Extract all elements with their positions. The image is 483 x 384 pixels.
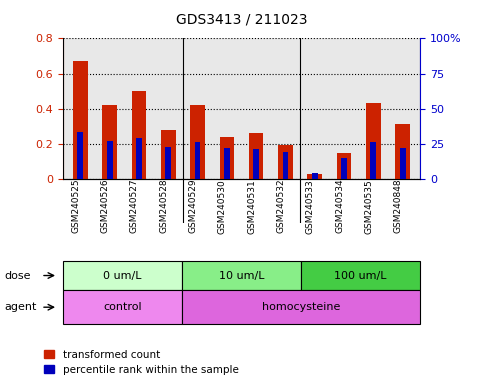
Text: GSM240535: GSM240535	[364, 179, 373, 233]
Legend: transformed count, percentile rank within the sample: transformed count, percentile rank withi…	[44, 350, 239, 375]
Text: agent: agent	[5, 302, 37, 312]
Bar	[366, 103, 381, 179]
Text: dose: dose	[5, 270, 31, 281]
Text: GSM240527: GSM240527	[130, 179, 139, 233]
Text: GSM240848: GSM240848	[394, 179, 403, 233]
Text: GSM240534: GSM240534	[335, 179, 344, 233]
Bar	[195, 142, 200, 179]
Text: 100 um/L: 100 um/L	[334, 270, 387, 281]
Text: 0 um/L: 0 um/L	[103, 270, 142, 281]
Bar	[136, 138, 142, 179]
Bar	[165, 147, 171, 179]
Text: homocysteine: homocysteine	[262, 302, 340, 312]
Bar	[337, 152, 351, 179]
Bar	[220, 137, 234, 179]
Text: GDS3413 / 211023: GDS3413 / 211023	[176, 13, 307, 27]
Text: GSM240526: GSM240526	[100, 179, 110, 233]
Text: GSM240533: GSM240533	[306, 179, 315, 233]
Bar	[77, 132, 83, 179]
Bar	[400, 148, 406, 179]
Text: control: control	[103, 302, 142, 312]
Bar	[102, 105, 117, 179]
Bar	[278, 146, 293, 179]
Bar	[341, 158, 347, 179]
Text: GSM240532: GSM240532	[276, 179, 285, 233]
Text: 10 um/L: 10 um/L	[219, 270, 264, 281]
Bar	[107, 141, 113, 179]
Text: GSM240529: GSM240529	[188, 179, 198, 233]
Bar	[395, 124, 410, 179]
Bar	[283, 152, 288, 179]
Bar	[161, 130, 176, 179]
Text: GSM240528: GSM240528	[159, 179, 168, 233]
Bar	[253, 149, 259, 179]
Bar	[307, 174, 322, 179]
Bar	[249, 133, 263, 179]
Text: GSM240530: GSM240530	[218, 179, 227, 233]
Bar	[370, 142, 376, 179]
Bar	[190, 105, 205, 179]
Text: GSM240525: GSM240525	[71, 179, 80, 233]
Text: GSM240531: GSM240531	[247, 179, 256, 233]
Bar	[312, 173, 318, 179]
Bar	[132, 91, 146, 179]
Bar	[73, 61, 88, 179]
Bar	[224, 148, 230, 179]
